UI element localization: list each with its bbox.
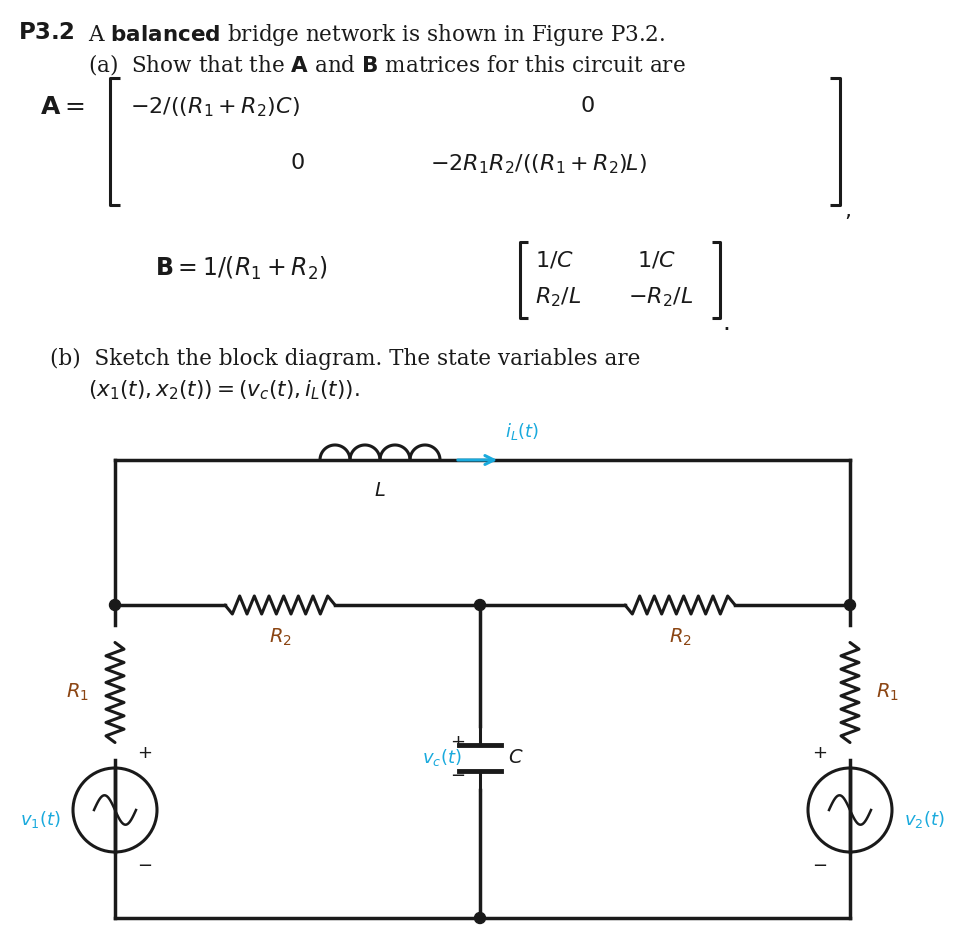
Text: $0$: $0$ xyxy=(290,152,304,174)
Text: $\mathbf{P3.2}$: $\mathbf{P3.2}$ xyxy=(18,22,74,44)
Text: $R_1$: $R_1$ xyxy=(66,681,89,703)
Text: (b)  Sketch the block diagram. The state variables are: (b) Sketch the block diagram. The state … xyxy=(50,348,640,370)
Text: $v_c(t)$: $v_c(t)$ xyxy=(422,748,462,768)
Text: $,$: $,$ xyxy=(844,200,851,222)
Circle shape xyxy=(845,599,855,610)
Text: $R_2/L$: $R_2/L$ xyxy=(535,285,582,309)
Text: $L$: $L$ xyxy=(374,482,386,500)
Text: (a)  Show that the $\mathbf{A}$ and $\mathbf{B}$ matrices for this circuit are: (a) Show that the $\mathbf{A}$ and $\mat… xyxy=(88,52,685,77)
Circle shape xyxy=(474,913,486,924)
Text: $1/C$: $1/C$ xyxy=(535,250,574,272)
Text: $R_1$: $R_1$ xyxy=(876,681,899,703)
Text: $\mathbf{B} = 1/(R_1 + R_2)$: $\mathbf{B} = 1/(R_1 + R_2)$ xyxy=(155,255,327,282)
Text: +: + xyxy=(137,744,153,762)
Text: $i_L(t)$: $i_L(t)$ xyxy=(505,421,540,442)
Text: $\mathbf{A} =$: $\mathbf{A} =$ xyxy=(40,96,84,120)
Circle shape xyxy=(109,599,121,610)
Text: A $\mathbf{balanced}$ bridge network is shown in Figure P3.2.: A $\mathbf{balanced}$ bridge network is … xyxy=(88,22,665,48)
Text: $v_2(t)$: $v_2(t)$ xyxy=(904,810,945,830)
Text: $R_2$: $R_2$ xyxy=(668,627,691,649)
Circle shape xyxy=(474,599,486,610)
Text: $C$: $C$ xyxy=(508,749,523,767)
Text: $-2/((R_1 + R_2)C)$: $-2/((R_1 + R_2)C)$ xyxy=(130,95,300,119)
Text: $1/C$: $1/C$ xyxy=(637,250,676,272)
Text: $-$: $-$ xyxy=(450,765,465,783)
Text: $-$: $-$ xyxy=(137,855,153,873)
Text: $.$: $.$ xyxy=(722,312,730,335)
Text: $0$: $0$ xyxy=(580,95,595,117)
Text: $-2R_1R_2/((R_1 + R_2)L)$: $-2R_1R_2/((R_1 + R_2)L)$ xyxy=(430,152,647,176)
Text: $-$: $-$ xyxy=(812,855,828,873)
Text: +: + xyxy=(450,733,465,751)
Text: $-R_2/L$: $-R_2/L$ xyxy=(628,285,693,309)
Text: $R_2$: $R_2$ xyxy=(269,627,292,649)
Text: $v_1(t)$: $v_1(t)$ xyxy=(20,810,61,830)
Text: $(x_1(t), x_2(t)) = (v_c(t), i_L(t)).$: $(x_1(t), x_2(t)) = (v_c(t), i_L(t)).$ xyxy=(88,378,360,402)
Text: +: + xyxy=(812,744,828,762)
